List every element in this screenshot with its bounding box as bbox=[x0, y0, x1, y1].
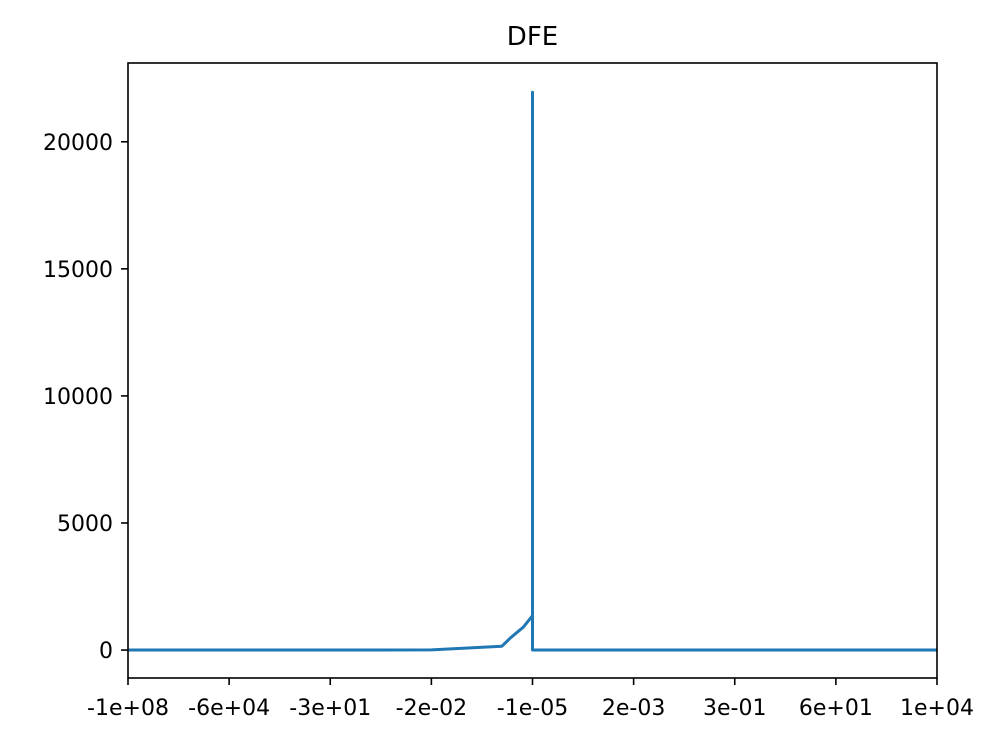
y-axis: 0 5000 10000 15000 20000 bbox=[43, 131, 128, 664]
y-tick-label: 10000 bbox=[43, 385, 113, 410]
series-line bbox=[128, 90, 937, 652]
x-tick-label: -1e+08 bbox=[87, 696, 169, 721]
y-tick-label: 0 bbox=[99, 639, 113, 664]
x-tick-label: 2e-03 bbox=[602, 696, 665, 721]
x-tick-label: -2e-02 bbox=[396, 696, 467, 721]
x-tick-label: -6e+04 bbox=[188, 696, 270, 721]
chart-title: DFE bbox=[507, 22, 558, 52]
x-tick-label: -1e-05 bbox=[497, 696, 568, 721]
x-axis: -1e+08 -6e+04 -3e+01 -2e-02 -1e-05 2e-03 3e-01… bbox=[87, 678, 974, 721]
x-tick-label: 3e-01 bbox=[703, 696, 766, 721]
x-tick-label: 6e+01 bbox=[799, 696, 873, 721]
y-tick-label: 20000 bbox=[43, 131, 113, 156]
x-tick-label: 1e+04 bbox=[900, 696, 974, 721]
y-tick-label: 5000 bbox=[57, 512, 113, 537]
plot-frame bbox=[127, 62, 938, 679]
y-tick-label: 15000 bbox=[43, 258, 113, 283]
x-tick-label: -3e+01 bbox=[289, 696, 371, 721]
